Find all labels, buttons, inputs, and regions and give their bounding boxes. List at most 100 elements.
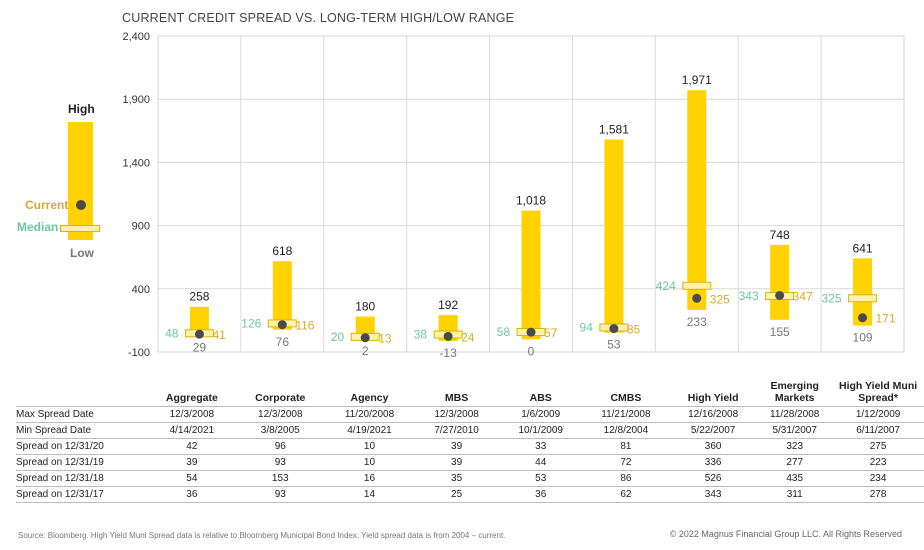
table-cell: 96 — [236, 438, 325, 455]
table-cell: 35 — [414, 470, 499, 487]
copyright-note: © 2022 Magnus Financial Group LLC. All R… — [669, 529, 902, 539]
table-cell: 223 — [832, 454, 924, 471]
high-value-label: 180 — [355, 300, 375, 314]
table-cell: 39 — [147, 454, 237, 471]
table-cell: 343 — [669, 486, 758, 503]
y-tick-label: 2,400 — [122, 31, 150, 43]
legend-median-label: Median — [17, 220, 59, 234]
low-value-label: 233 — [687, 315, 707, 329]
table-cell: 5/31/2007 — [757, 422, 833, 439]
legend-bar — [68, 122, 93, 240]
range-bar — [604, 139, 624, 333]
table-cell: 3/8/2005 — [236, 422, 325, 439]
row-label: Spread on 12/31/18 — [16, 470, 148, 487]
table-cell: 10 — [324, 438, 415, 455]
table-cell: 93 — [236, 454, 325, 471]
high-value-label: 641 — [853, 241, 873, 255]
current-dot — [775, 290, 785, 300]
column-header: Agency — [350, 392, 389, 404]
high-value-label: 258 — [189, 290, 209, 304]
chart-title: CURRENT CREDIT SPREAD VS. LONG-TERM HIGH… — [122, 11, 515, 25]
table-cell: 323 — [757, 438, 833, 455]
current-value-label: 171 — [876, 312, 896, 326]
range-bar — [189, 306, 209, 336]
table-cell: 1/12/2009 — [832, 406, 924, 423]
legend-current-dot — [76, 200, 86, 210]
table-cell: 54 — [147, 470, 237, 487]
table-cell: 6/11/2007 — [832, 422, 924, 439]
table-cell: 4/14/2021 — [147, 422, 237, 439]
table-cell: 16 — [324, 470, 415, 487]
y-tick-label: 900 — [132, 221, 150, 233]
table-cell: 14 — [324, 486, 415, 503]
y-tick-label: 1,900 — [122, 94, 150, 106]
current-value-label: 24 — [461, 330, 475, 344]
low-value-label: 155 — [770, 325, 790, 339]
table-cell: 62 — [582, 486, 670, 503]
table-cell: 39 — [414, 438, 499, 455]
current-dot — [443, 331, 453, 341]
column-header: Corporate — [255, 392, 306, 404]
low-value-label: 76 — [276, 335, 290, 349]
column-header: ABS — [529, 392, 552, 404]
table-cell: 12/8/2004 — [582, 422, 670, 439]
row-label: Spread on 12/31/20 — [16, 438, 148, 455]
low-value-label: 0 — [528, 344, 535, 358]
column-header: Aggregate — [165, 392, 218, 404]
row-label: Spread on 12/31/17 — [16, 486, 148, 503]
range-bar — [853, 258, 873, 326]
table-cell: 7/27/2010 — [414, 422, 499, 439]
row-label: Min Spread Date — [16, 422, 148, 439]
table-cell: 435 — [757, 470, 833, 487]
column-header: CMBS — [610, 392, 642, 404]
table-cell: 53 — [498, 470, 583, 487]
table-cell: 36 — [498, 486, 583, 503]
low-value-label: -13 — [439, 346, 457, 360]
table-cell: 526 — [669, 470, 758, 487]
current-value-label: 325 — [710, 292, 730, 306]
legend-high-label: High — [68, 102, 95, 116]
table-cell: 311 — [757, 486, 833, 503]
legend-median-marker — [60, 225, 100, 232]
median-value-label: 94 — [580, 320, 594, 334]
table-row: Min Spread Date 4/14/2021 3/8/2005 4/19/… — [16, 422, 924, 439]
table-cell: 44 — [498, 454, 583, 471]
current-value-label: 13 — [378, 332, 392, 346]
table-cell: 81 — [582, 438, 670, 455]
legend-low-label: Low — [70, 246, 94, 260]
range-bar — [272, 261, 292, 330]
table-row: Spread on 12/31/20 42 96 10 39 33 81 360… — [16, 438, 924, 455]
high-value-label: 192 — [438, 298, 458, 312]
table-corner — [16, 380, 148, 407]
column-header: Emerging Markets — [770, 380, 819, 404]
range-bar — [770, 244, 790, 320]
table-cell: 72 — [582, 454, 670, 471]
median-value-label: 48 — [165, 326, 179, 340]
y-tick-label: 1,400 — [122, 157, 150, 169]
row-label: Max Spread Date — [16, 406, 148, 423]
table-cell: 5/22/2007 — [669, 422, 758, 439]
current-value-label: 41 — [212, 328, 226, 342]
current-value-label: 85 — [627, 323, 641, 337]
table-cell: 336 — [669, 454, 758, 471]
median-value-label: 424 — [656, 279, 676, 293]
table-cell: 153 — [236, 470, 325, 487]
table-cell: 36 — [147, 486, 237, 503]
table-cell: 25 — [414, 486, 499, 503]
high-value-label: 1,018 — [516, 194, 546, 208]
table-row: Spread on 12/31/18 54 153 16 35 53 86 52… — [16, 470, 924, 487]
median-value-label: 58 — [497, 325, 511, 339]
table-cell: 12/3/2008 — [147, 406, 237, 423]
table-row: Spread on 12/31/19 39 93 10 39 44 72 336… — [16, 454, 924, 471]
column-header: MBS — [444, 392, 469, 404]
table-cell: 12/3/2008 — [236, 406, 325, 423]
current-dot — [858, 313, 868, 323]
table-cell: 360 — [669, 438, 758, 455]
table-row: Max Spread Date 12/3/2008 12/3/2008 11/2… — [16, 406, 924, 423]
row-label: Spread on 12/31/19 — [16, 454, 148, 471]
table-cell: 86 — [582, 470, 670, 487]
range-bar — [687, 90, 707, 310]
median-value-label: 343 — [739, 289, 759, 303]
median-value-label: 20 — [331, 330, 345, 344]
